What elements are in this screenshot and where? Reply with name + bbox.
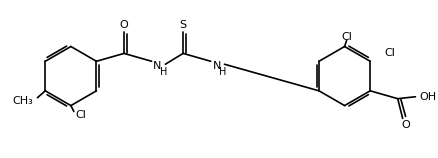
Text: CH₃: CH₃	[13, 96, 33, 106]
Text: O: O	[120, 20, 128, 30]
Text: N: N	[212, 61, 221, 71]
Text: N: N	[153, 61, 162, 71]
Text: H: H	[160, 67, 167, 77]
Text: S: S	[180, 20, 187, 30]
Text: Cl: Cl	[76, 110, 87, 120]
Text: OH: OH	[420, 92, 437, 102]
Text: O: O	[401, 120, 410, 130]
Text: Cl: Cl	[341, 32, 352, 42]
Text: H: H	[219, 67, 226, 77]
Text: Cl: Cl	[384, 48, 395, 58]
